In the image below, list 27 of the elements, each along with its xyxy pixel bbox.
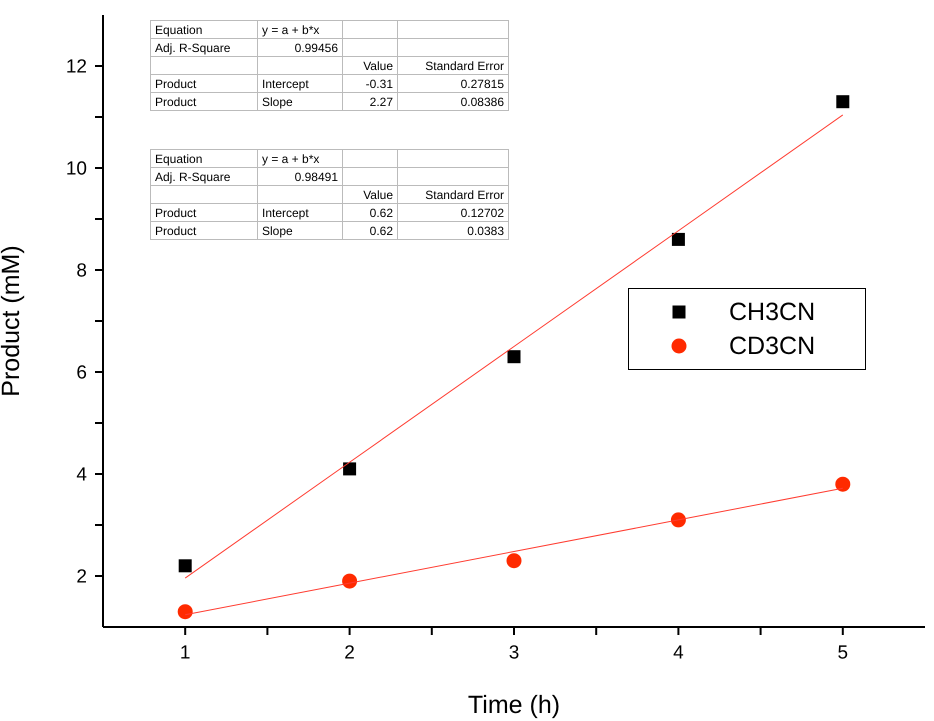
point [835,476,850,492]
y-tick-label: 2 [76,566,87,588]
x-tick-label: 3 [508,642,520,664]
x-axis-title: Time (h) [468,691,560,719]
y-tick-label: 10 [66,158,87,180]
x-tick-label: 4 [673,642,684,664]
y-tick-label: 12 [66,56,87,78]
point [836,95,850,108]
point [672,232,685,246]
point [178,559,192,572]
point [508,350,520,364]
point [506,553,522,568]
point [178,604,193,620]
y-tick-label: 8 [76,260,87,282]
y-tick-label: 4 [76,464,88,486]
text: Equation y = a + b*x Adj. R-Square 0.98491 Value Standard Error Product Intercept 0.62 0.12702 Product Slope 0.62 0.0383 [155,152,504,238]
y-tick-label: 6 [76,362,87,384]
y-axis-title: Product (mM) [0,245,25,397]
legend-label: CD3CN [729,332,816,360]
point [670,512,686,528]
x-tick-label: 2 [344,642,355,664]
point [342,574,358,589]
x-tick-label: 1 [180,642,190,664]
point [343,462,356,476]
text: Equation y = a + b*x Adj. R-Square 0.99456 Value Standard Error Product Intercept -0.31 0.27815 Product Slope 2.27 0.08386 [155,22,504,108]
legend-label: CH3CN [729,298,816,326]
x-tick-label: 5 [838,642,848,664]
